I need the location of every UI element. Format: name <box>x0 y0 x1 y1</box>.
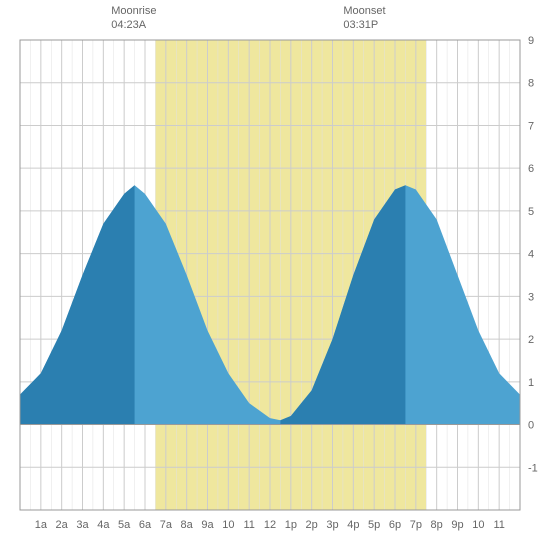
x-tick-label: 1a <box>35 519 48 531</box>
x-tick-label: 10 <box>472 519 484 531</box>
x-tick-label: 1p <box>285 519 297 531</box>
x-tick-label: 5a <box>118 519 131 531</box>
y-tick-label: 1 <box>528 377 534 389</box>
x-tick-label: 6a <box>139 519 152 531</box>
x-tick-label: 11 <box>493 519 504 531</box>
y-tick-label: 3 <box>528 291 534 303</box>
x-tick-label: 7p <box>410 519 422 531</box>
x-tick-label: 8p <box>431 519 443 531</box>
x-tick-label: 12 <box>264 519 276 531</box>
x-tick-label: 11 <box>243 519 254 531</box>
y-tick-label: 4 <box>528 249 534 261</box>
moonset-label: Moonset <box>343 5 385 17</box>
x-tick-label: 2p <box>306 519 318 531</box>
x-tick-label: 4a <box>97 519 110 531</box>
x-tick-label: 6p <box>389 519 401 531</box>
y-tick-label: 5 <box>528 206 534 218</box>
tide-chart: 1a2a3a4a5a6a7a8a9a1011121p2p3p4p5p6p7p8p… <box>0 0 550 550</box>
x-tick-label: 3a <box>76 519 89 531</box>
moonset-time: 03:31P <box>343 19 378 31</box>
x-tick-label: 5p <box>368 519 380 531</box>
y-tick-label: 2 <box>528 334 534 346</box>
y-tick-label: 6 <box>528 163 534 175</box>
moonrise-time: 04:23A <box>111 19 147 31</box>
x-tick-label: 3p <box>326 519 338 531</box>
x-tick-label: 7a <box>160 519 173 531</box>
moonrise-label: Moonrise <box>111 5 156 17</box>
chart-svg: 1a2a3a4a5a6a7a8a9a1011121p2p3p4p5p6p7p8p… <box>0 0 550 550</box>
y-tick-label: 0 <box>528 420 534 432</box>
x-tick-label: 9p <box>451 519 463 531</box>
x-tick-label: 8a <box>181 519 194 531</box>
x-tick-label: 10 <box>222 519 234 531</box>
y-tick-label: 7 <box>528 120 534 132</box>
x-tick-label: 4p <box>347 519 359 531</box>
x-tick-label: 9a <box>201 519 214 531</box>
y-tick-label: -1 <box>528 462 538 474</box>
x-tick-label: 2a <box>56 519 69 531</box>
y-tick-label: 9 <box>528 35 534 47</box>
y-tick-label: 8 <box>528 78 534 90</box>
